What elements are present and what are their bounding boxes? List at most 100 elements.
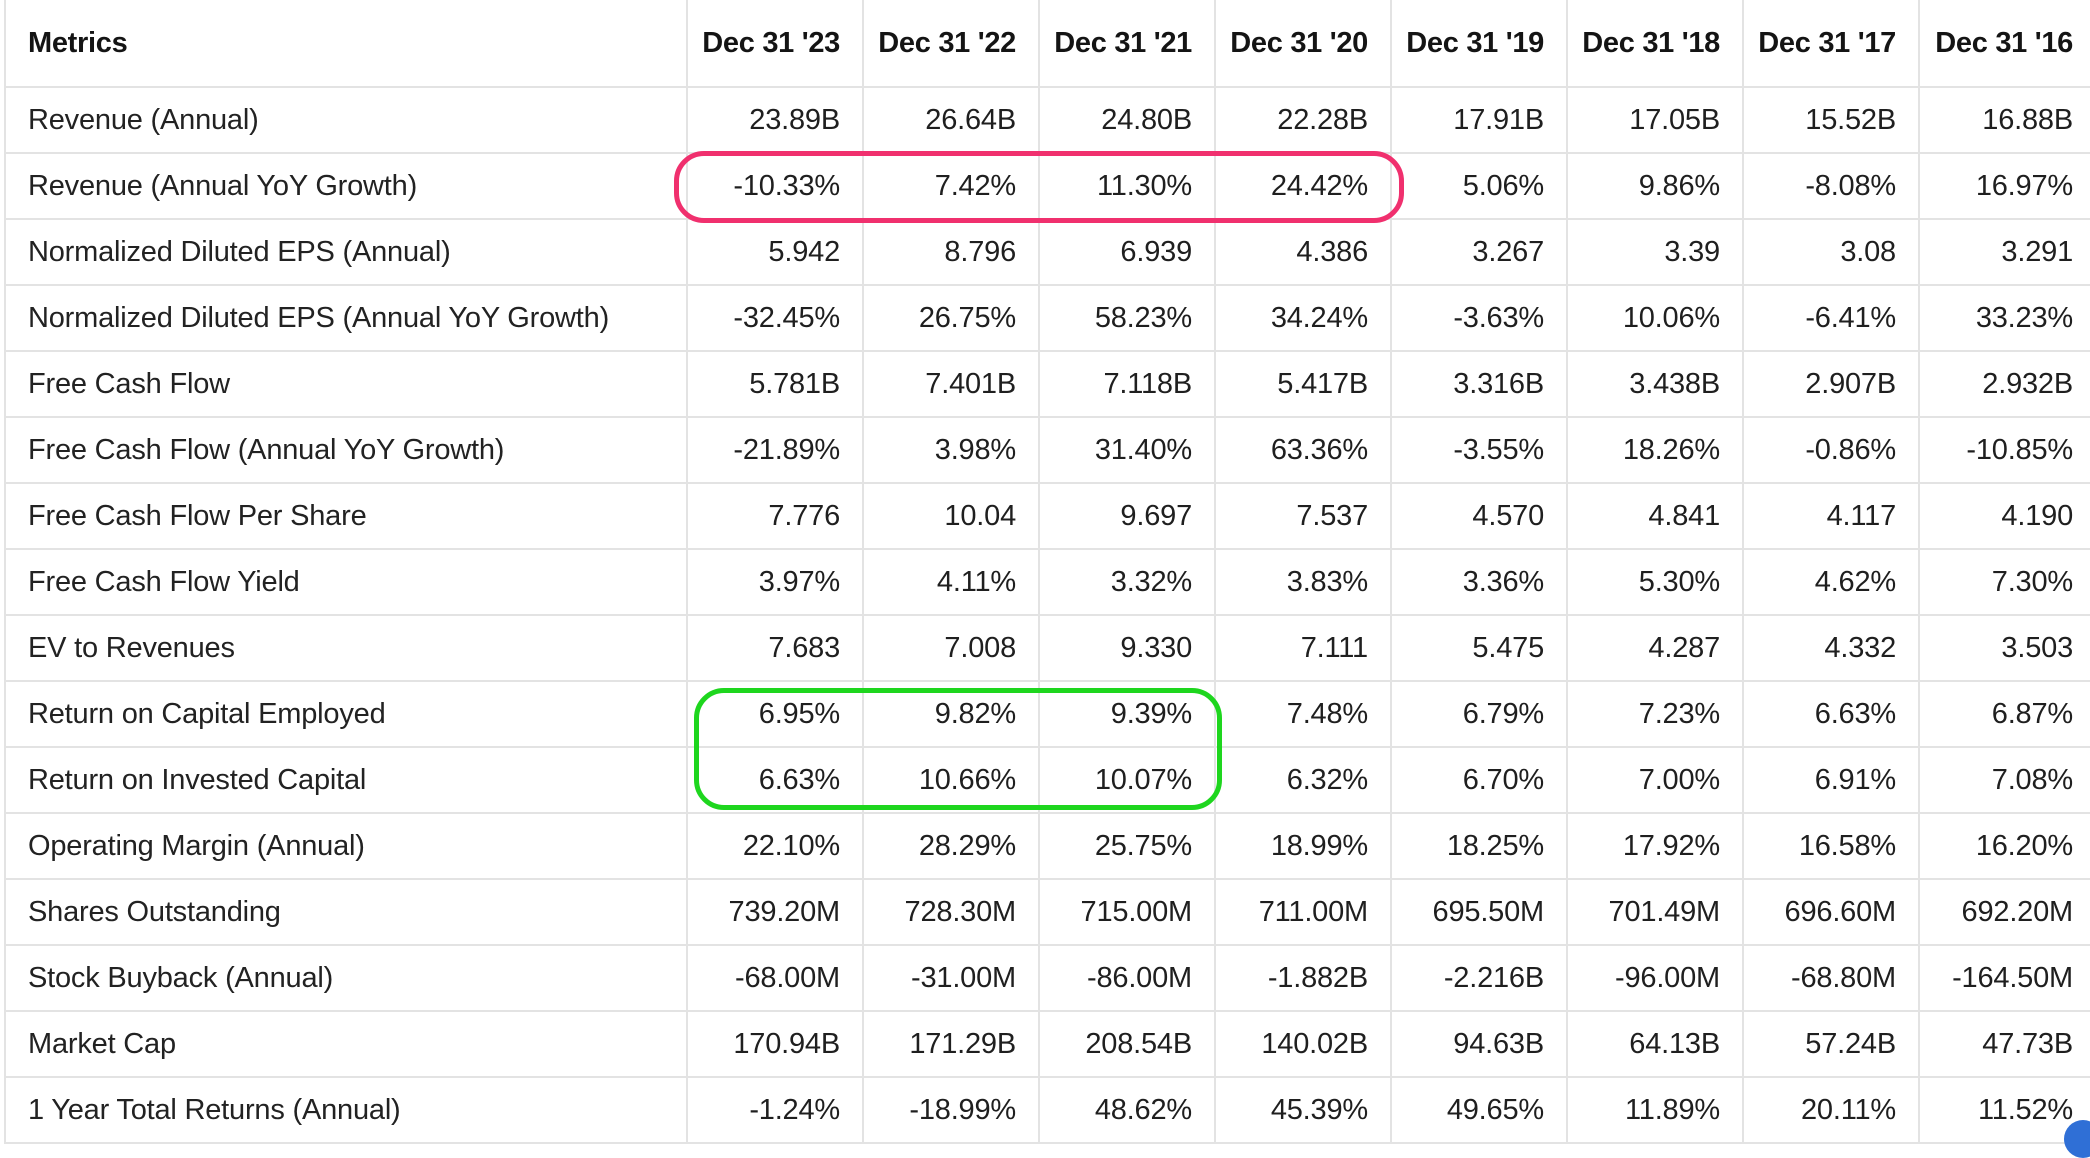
metric-value-cell: 8.796 (862, 218, 1040, 286)
metric-value-cell: 7.118B (1038, 350, 1216, 418)
metric-value-cell: -31.00M (862, 944, 1040, 1012)
metric-value-cell: 4.62% (1742, 548, 1920, 616)
metric-value-cell: 18.26% (1566, 416, 1744, 484)
metric-value-cell: -3.55% (1390, 416, 1568, 484)
metric-value-cell: 7.42% (862, 152, 1040, 220)
metric-value-cell: 4.570 (1390, 482, 1568, 550)
metric-label: Market Cap (4, 1010, 688, 1078)
metric-value-cell: -10.85% (1918, 416, 2090, 484)
column-header-period[interactable]: Dec 31 '16 (1918, 0, 2090, 88)
metric-label: Free Cash Flow Per Share (4, 482, 688, 550)
metric-value-cell: 4.841 (1566, 482, 1744, 550)
table-row: 1 Year Total Returns (Annual) -1.24% -18.9… (4, 1076, 2090, 1144)
metric-label: Return on Capital Employed (4, 680, 688, 748)
column-header-period[interactable]: Dec 31 '20 (1214, 0, 1392, 88)
metric-value-cell: 7.683 (686, 614, 864, 682)
metric-label: Free Cash Flow Yield (4, 548, 688, 616)
metric-label: Return on Invested Capital (4, 746, 688, 814)
metric-value-cell: 3.36% (1390, 548, 1568, 616)
metric-value-cell: 25.75% (1038, 812, 1216, 880)
column-header-period[interactable]: Dec 31 '21 (1038, 0, 1216, 88)
metric-value-cell: 5.475 (1390, 614, 1568, 682)
metric-value-cell: 10.07% (1038, 746, 1216, 814)
table-row: Market Cap 170.94B 171.29B 208.54B 140.02B 94… (4, 1010, 2090, 1078)
column-header-period[interactable]: Dec 31 '18 (1566, 0, 1744, 88)
metric-value-cell: 11.89% (1566, 1076, 1744, 1144)
metric-value-cell: 18.99% (1214, 812, 1392, 880)
metric-value-cell: 7.008 (862, 614, 1040, 682)
metric-value-cell: 9.697 (1038, 482, 1216, 550)
metric-value-cell: 208.54B (1038, 1010, 1216, 1078)
metric-value-cell: 6.95% (686, 680, 864, 748)
metric-value-cell: 3.97% (686, 548, 864, 616)
metric-value-cell: 58.23% (1038, 284, 1216, 352)
metric-value-cell: 57.24B (1742, 1010, 1920, 1078)
metric-value-cell: 6.70% (1390, 746, 1568, 814)
metric-value-cell: 696.60M (1742, 878, 1920, 946)
metric-value-cell: 6.79% (1390, 680, 1568, 748)
metric-value-cell: 23.89B (686, 86, 864, 154)
metric-value-cell: 10.06% (1566, 284, 1744, 352)
metric-value-cell: 3.267 (1390, 218, 1568, 286)
table-row: Normalized Diluted EPS (Annual) 5.942 8.79… (4, 218, 2090, 286)
metric-value-cell: -21.89% (686, 416, 864, 484)
metric-value-cell: 715.00M (1038, 878, 1216, 946)
metric-value-cell: 4.11% (862, 548, 1040, 616)
metric-value-cell: 15.52B (1742, 86, 1920, 154)
metric-value-cell: 28.29% (862, 812, 1040, 880)
metric-value-cell: 7.401B (862, 350, 1040, 418)
metric-value-cell: 7.23% (1566, 680, 1744, 748)
metric-value-cell: 5.06% (1390, 152, 1568, 220)
column-header-period[interactable]: Dec 31 '23 (686, 0, 864, 88)
metric-value-cell: 10.04 (862, 482, 1040, 550)
metric-value-cell: 7.776 (686, 482, 864, 550)
table-header-row: Metrics Dec 31 '23 Dec 31 '22 Dec 31 '21… (4, 0, 2090, 88)
metric-value-cell: 20.11% (1742, 1076, 1920, 1144)
column-header-metrics[interactable]: Metrics (4, 0, 688, 88)
metric-value-cell: 3.39 (1566, 218, 1744, 286)
metric-value-cell: 11.30% (1038, 152, 1216, 220)
metric-value-cell: 2.932B (1918, 350, 2090, 418)
metric-value-cell: 16.97% (1918, 152, 2090, 220)
metric-value-cell: 48.62% (1038, 1076, 1216, 1144)
column-header-period[interactable]: Dec 31 '19 (1390, 0, 1568, 88)
corner-decoration (2064, 1120, 2090, 1158)
metric-value-cell: -1.24% (686, 1076, 864, 1144)
metric-value-cell: 3.291 (1918, 218, 2090, 286)
column-header-period[interactable]: Dec 31 '17 (1742, 0, 1920, 88)
metric-value-cell: -1.882B (1214, 944, 1392, 1012)
metric-value-cell: 5.417B (1214, 350, 1392, 418)
metric-value-cell: 26.75% (862, 284, 1040, 352)
metric-value-cell: 34.24% (1214, 284, 1392, 352)
metric-value-cell: 64.13B (1566, 1010, 1744, 1078)
column-header-period[interactable]: Dec 31 '22 (862, 0, 1040, 88)
metric-value-cell: 9.82% (862, 680, 1040, 748)
metric-value-cell: 701.49M (1566, 878, 1744, 946)
metric-label: Free Cash Flow (Annual YoY Growth) (4, 416, 688, 484)
metric-label: Free Cash Flow (4, 350, 688, 418)
metric-value-cell: -96.00M (1566, 944, 1744, 1012)
metric-value-cell: -0.86% (1742, 416, 1920, 484)
metric-value-cell: 692.20M (1918, 878, 2090, 946)
metric-value-cell: 739.20M (686, 878, 864, 946)
metric-value-cell: 26.64B (862, 86, 1040, 154)
metric-value-cell: -6.41% (1742, 284, 1920, 352)
metric-value-cell: 3.316B (1390, 350, 1568, 418)
metric-value-cell: 7.537 (1214, 482, 1392, 550)
metric-value-cell: 7.30% (1918, 548, 2090, 616)
metric-label: EV to Revenues (4, 614, 688, 682)
metric-value-cell: 5.30% (1566, 548, 1744, 616)
metric-value-cell: 24.42% (1214, 152, 1392, 220)
table-row: Shares Outstanding 739.20M 728.30M 715.00M 7… (4, 878, 2090, 946)
metric-value-cell: 4.190 (1918, 482, 2090, 550)
metric-value-cell: 140.02B (1214, 1010, 1392, 1078)
metric-value-cell: 24.80B (1038, 86, 1216, 154)
metric-label: 1 Year Total Returns (Annual) (4, 1076, 688, 1144)
table-row: Free Cash Flow (Annual YoY Growth) -21.89… (4, 416, 2090, 484)
metric-value-cell: 10.66% (862, 746, 1040, 814)
metric-value-cell: -18.99% (862, 1076, 1040, 1144)
table-row: EV to Revenues 7.683 7.008 9.330 7.111 5.475 4… (4, 614, 2090, 682)
metric-value-cell: 171.29B (862, 1010, 1040, 1078)
metric-value-cell: 6.63% (1742, 680, 1920, 748)
metric-value-cell: 7.111 (1214, 614, 1392, 682)
